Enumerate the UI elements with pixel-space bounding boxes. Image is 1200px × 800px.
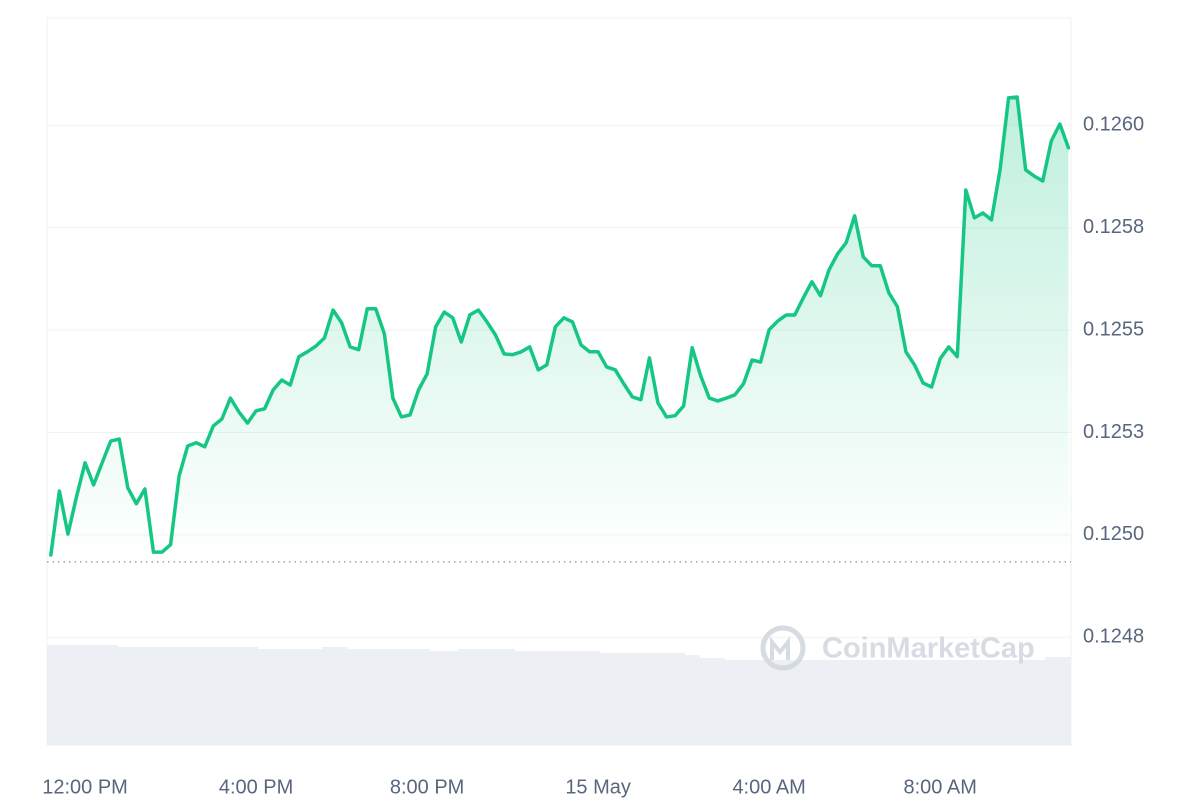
y-tick-label: 0.1258 <box>1083 216 1144 238</box>
watermark: CoinMarketCap <box>760 625 1035 671</box>
x-tick-label: 8:00 PM <box>390 776 464 798</box>
x-tick-label: 4:00 PM <box>219 776 293 798</box>
y-tick-label: 0.1250 <box>1083 523 1144 545</box>
y-tick-label: 0.1260 <box>1083 114 1144 136</box>
x-tick-label: 4:00 AM <box>732 776 805 798</box>
x-tick-label: 8:00 AM <box>903 776 976 798</box>
watermark-text: CoinMarketCap <box>822 633 1035 665</box>
y-tick-label: 0.1253 <box>1083 421 1144 443</box>
x-tick-label: 12:00 PM <box>42 776 128 798</box>
price-line <box>49 95 1071 557</box>
y-tick-label: 0.1255 <box>1083 318 1144 340</box>
watermark-logo <box>760 625 806 671</box>
x-tick-label: 15 May <box>565 776 631 798</box>
price-area <box>50 97 1069 746</box>
y-tick-label: 0.1248 <box>1083 626 1144 648</box>
watermark-logo-mark <box>770 636 790 660</box>
plot <box>47 95 1071 746</box>
